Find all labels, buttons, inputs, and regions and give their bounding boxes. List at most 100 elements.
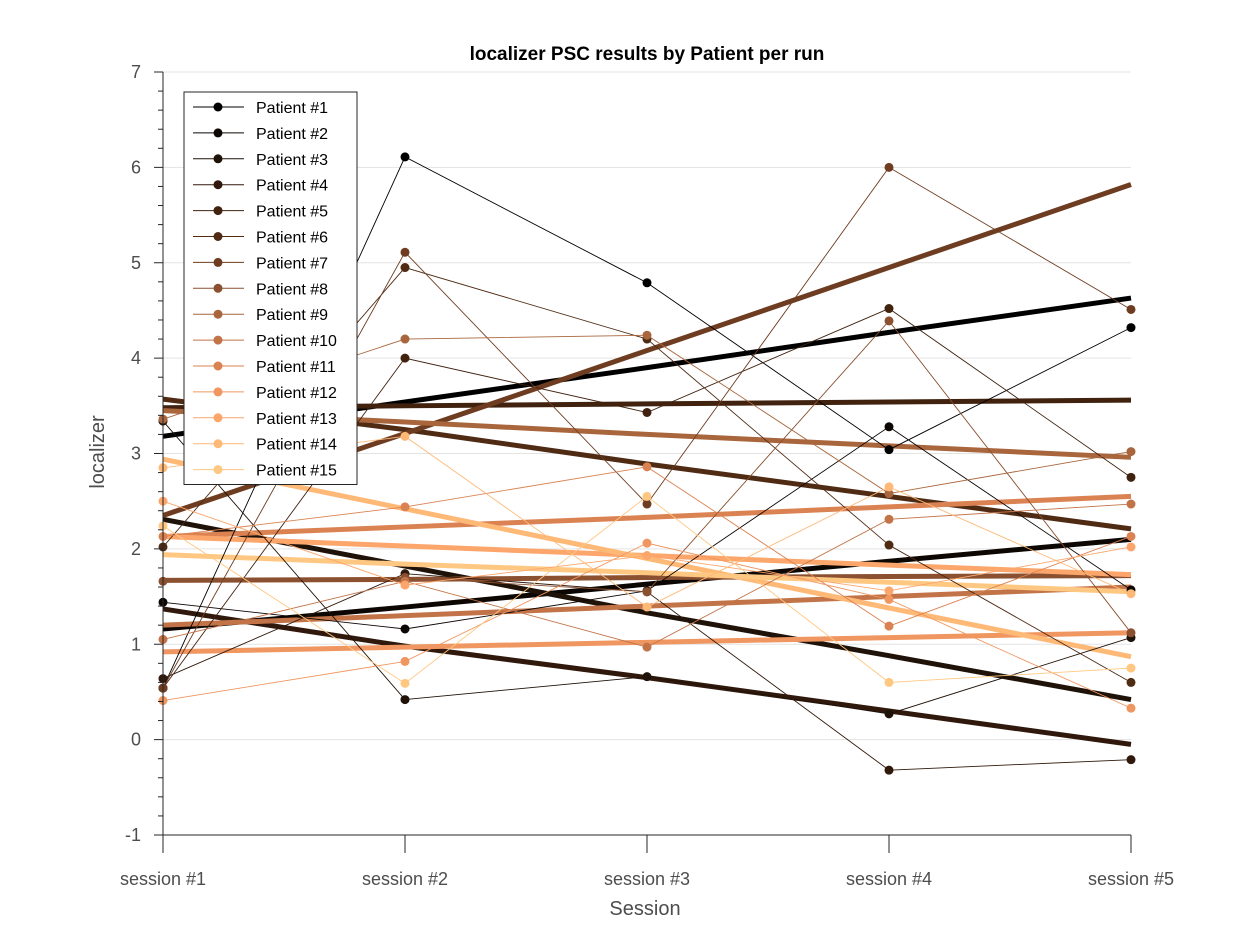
y-tick-label: -1 [125, 825, 141, 845]
legend-marker [213, 257, 223, 267]
trend-line [162, 516, 1132, 703]
x-tick-label: session #1 [120, 869, 206, 889]
data-point [642, 499, 652, 509]
chart-title: localizer PSC results by Patient per run [470, 44, 825, 65]
data-point [884, 765, 894, 775]
data-point [400, 353, 410, 363]
legend-label: Patient #2 [256, 126, 328, 143]
legend-marker [213, 387, 223, 397]
y-tick-label: 5 [131, 253, 141, 273]
data-point [642, 602, 652, 612]
data-point [1126, 447, 1136, 457]
data-point [400, 580, 410, 590]
data-point [884, 445, 894, 455]
legend-marker [213, 206, 223, 216]
data-point [884, 316, 894, 326]
data-point [400, 152, 410, 162]
data-point [400, 624, 410, 634]
data-point [884, 709, 894, 719]
data-point [400, 431, 410, 441]
data-point [1126, 677, 1136, 687]
legend-label: Patient #11 [256, 359, 336, 376]
data-point [1126, 542, 1136, 552]
data-point [884, 489, 894, 499]
data-point [400, 334, 410, 344]
y-tick-label: 2 [131, 539, 141, 559]
legend-label: Patient #9 [256, 307, 328, 324]
legend-label: Patient #15 [256, 463, 337, 480]
legend-label: Patient #7 [256, 255, 328, 272]
data-point [1126, 703, 1136, 713]
data-point [884, 540, 894, 550]
legend-label: Patient #3 [256, 152, 328, 169]
legend-marker [213, 309, 223, 319]
legend-marker [213, 335, 223, 345]
data-point [1126, 755, 1136, 765]
data-point [884, 677, 894, 687]
data-point [884, 594, 894, 604]
legend-label: Patient #6 [256, 230, 328, 247]
data-point [642, 407, 652, 417]
legend-label: Patient #14 [256, 437, 337, 454]
y-tick-label: 0 [131, 730, 141, 750]
legend-marker [213, 154, 223, 164]
x-tick-label: session #4 [846, 869, 932, 889]
data-point [1126, 663, 1136, 673]
data-point [400, 695, 410, 705]
data-point [884, 162, 894, 172]
data-point [642, 462, 652, 472]
legend-marker [213, 283, 223, 293]
data-point [642, 491, 652, 501]
trend-line [162, 493, 1132, 539]
data-point [400, 502, 410, 512]
legend-marker [213, 439, 223, 449]
legend-marker [213, 361, 223, 371]
data-point [642, 672, 652, 682]
x-axis-title: Session [609, 898, 680, 920]
y-tick-label: 3 [131, 444, 141, 464]
legend-label: Patient #13 [256, 411, 337, 428]
data-point [884, 586, 894, 596]
data-point [884, 621, 894, 631]
y-tick-label: 7 [131, 62, 141, 82]
x-tick-label: session #5 [1088, 869, 1174, 889]
data-point [1126, 304, 1136, 314]
y-tick-label: 6 [131, 157, 141, 177]
data-point [1126, 499, 1136, 509]
legend-label: Patient #4 [256, 178, 328, 195]
legend-marker [213, 128, 223, 138]
data-point [642, 330, 652, 340]
legend-label: Patient #12 [256, 385, 337, 402]
legend-marker [213, 232, 223, 241]
data-point [884, 422, 894, 432]
data-point [1126, 323, 1136, 333]
data-point [884, 482, 894, 492]
legend-marker [213, 465, 223, 475]
data-point [642, 538, 652, 548]
legend-marker [213, 102, 223, 112]
data-point [884, 514, 894, 524]
y-tick-label: 1 [131, 634, 141, 654]
data-point [1126, 589, 1136, 599]
data-point [400, 656, 410, 666]
data-point [642, 642, 652, 652]
trend-line [162, 536, 1132, 632]
legend-label: Patient #8 [256, 281, 328, 298]
data-point [642, 551, 652, 561]
legend-marker [213, 180, 223, 190]
legend-label: Patient #1 [256, 100, 328, 117]
data-point [642, 278, 652, 288]
data-point [400, 263, 410, 273]
data-point [1126, 472, 1136, 482]
y-axis-title: localizer [87, 415, 109, 489]
legend-label: Patient #10 [256, 333, 337, 350]
trend-line [162, 552, 1132, 595]
x-tick-label: session #3 [604, 869, 690, 889]
data-point [884, 304, 894, 314]
data-point [1126, 531, 1136, 541]
legend-marker [213, 413, 223, 423]
axes: -1 0 1 2 3 4 5 6 7 session #1 session #2 session #3… [120, 62, 1174, 889]
data-point [400, 678, 410, 688]
legend-label: Patient #5 [256, 204, 328, 221]
